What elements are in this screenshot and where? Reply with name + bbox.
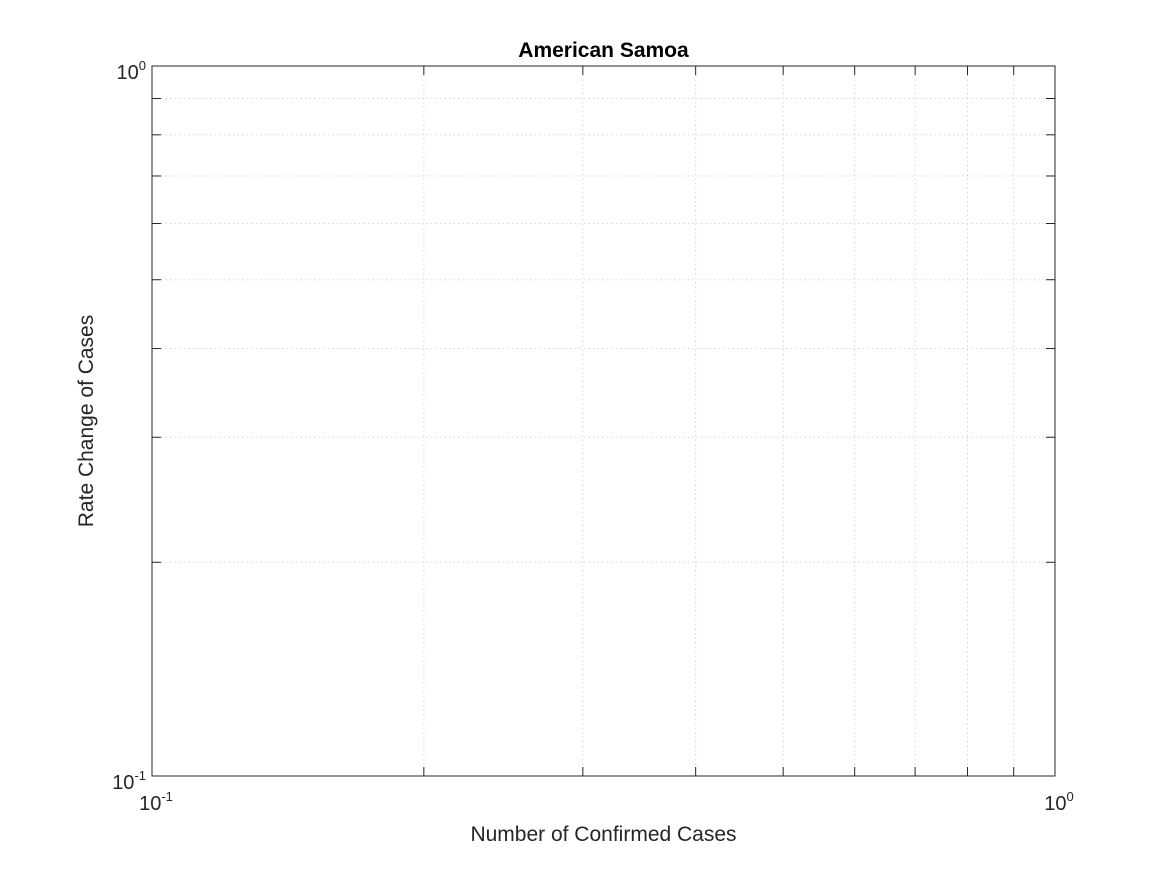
- chart-title: American Samoa: [518, 39, 689, 62]
- y-axis-label: Rate Change of Cases: [75, 315, 98, 527]
- x-tick-label: 10-1: [139, 789, 173, 815]
- plot-area: [151, 65, 1056, 777]
- x-tick-label: 100: [1044, 789, 1073, 815]
- y-tick-label: 10-1: [112, 768, 146, 794]
- ticks: 10-1 100 10-1 100: [112, 58, 1074, 815]
- x-axis-label: Number of Confirmed Cases: [470, 823, 736, 846]
- grid: [152, 66, 1055, 776]
- y-tick-label: 100: [117, 58, 146, 84]
